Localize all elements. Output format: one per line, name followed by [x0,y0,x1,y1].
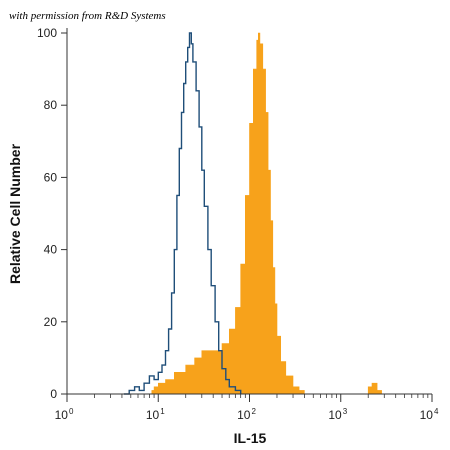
permission-credit: with permission from R&D Systems [9,10,166,22]
x-axis-title: IL-15 [234,430,267,446]
x-tick-label: 102 [237,407,256,422]
x-tick-label: 100 [55,407,74,422]
y-tick-label: 0 [50,387,57,401]
y-tick-label: 100 [37,26,57,40]
plot-area [123,32,382,395]
y-tick-label: 60 [44,170,58,184]
y-axis-title: Relative Cell Number [7,143,23,284]
y-tick-label: 40 [44,243,58,257]
y-tick-label: 80 [44,98,58,112]
x-tick-label: 104 [420,407,439,422]
sample-histogram [146,32,382,395]
x-tick-label: 101 [146,407,165,422]
x-tick-label: 103 [328,407,347,422]
axes: 0 20 40 60 80 100 100 101 102 103 104 [37,26,439,422]
isotype-control-histogram [123,32,242,395]
y-tick-label: 20 [44,315,58,329]
